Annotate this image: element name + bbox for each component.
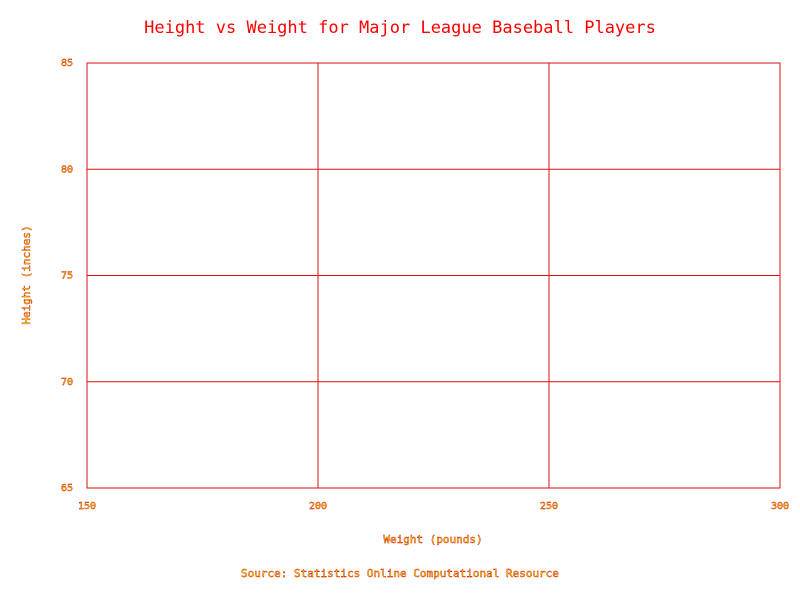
x-axis-label: Weight (pounds): [383, 533, 482, 546]
y-axis-label: Height (inches): [20, 225, 33, 324]
plot-area-frame: [86, 62, 781, 489]
chart-title: Height vs Weight for Major League Baseba…: [144, 18, 656, 38]
y-axis-ticks: 65 70 75 80 85: [61, 58, 73, 494]
x-tick-label: 250: [540, 501, 558, 512]
x-tick-label: 200: [309, 501, 327, 512]
y-tick-label: 70: [61, 377, 73, 388]
y-tick-label: 65: [61, 483, 73, 494]
source-note: Source: Statistics Online Computational …: [241, 567, 559, 580]
y-tick-label: 75: [61, 271, 73, 282]
grid-lines: [86, 62, 781, 489]
x-tick-label: 300: [771, 501, 789, 512]
x-tick-label: 150: [78, 501, 96, 512]
y-tick-label: 80: [61, 164, 73, 175]
x-axis-ticks: 150 200 250 300: [78, 501, 789, 512]
y-tick-label: 85: [61, 58, 73, 69]
